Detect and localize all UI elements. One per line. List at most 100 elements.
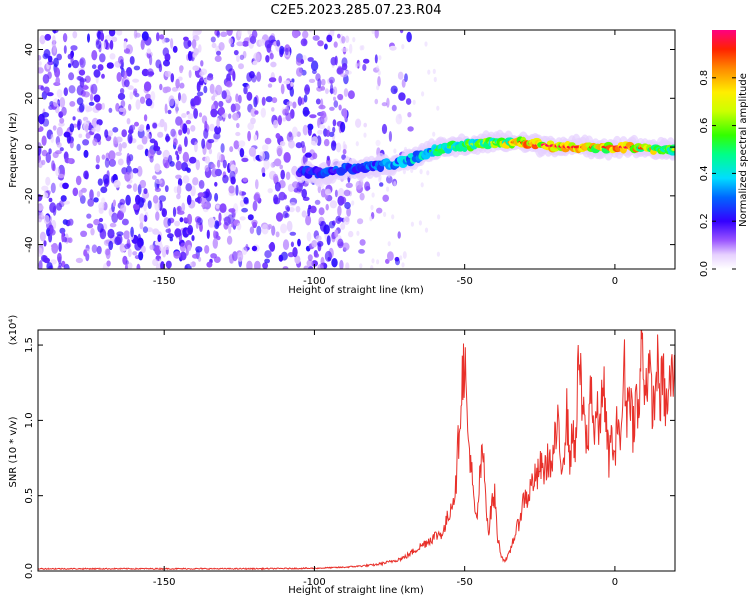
heatmap-noise-cell	[308, 204, 312, 210]
heatmap-noise-cell	[174, 228, 182, 238]
heatmap-noise-cell	[239, 216, 246, 221]
heatmap-noise-cell	[351, 200, 355, 206]
heatmap-noise-cell	[341, 36, 346, 44]
heatmap-noise-cell	[68, 72, 75, 81]
heatmap-noise-cell	[50, 133, 55, 144]
heatmap-noise-cell	[192, 253, 199, 259]
heatmap-noise-cell	[345, 35, 350, 43]
heatmap-noise-cell	[192, 65, 200, 71]
heatmap-noise-cell	[300, 38, 308, 47]
heatmap-noise-cell	[285, 205, 290, 211]
heatmap-noise-cell	[376, 85, 380, 91]
heatmap-noise-cell	[285, 112, 292, 122]
heatmap-noise-cell	[55, 76, 60, 86]
heatmap-noise-cell	[38, 61, 42, 66]
heatmap-noise-cell	[116, 72, 122, 82]
heatmap-noise-cell	[193, 108, 199, 119]
snr-y-tick-label: 1.5	[24, 337, 35, 353]
heatmap-y-tick-label: 0	[24, 144, 35, 150]
heatmap-noise-cell	[76, 143, 81, 151]
heatmap-noise-cell	[306, 231, 312, 242]
heatmap-noise-cell	[237, 30, 242, 37]
heatmap-noise-cell	[218, 212, 222, 223]
snr-y-ticks: 0.0 0.5 1.0 1.5	[24, 337, 675, 579]
heatmap-noise-cell	[271, 225, 276, 236]
heatmap-noise-cell	[44, 33, 52, 41]
heatmap-noise-cell	[175, 160, 182, 171]
heatmap-noise-cell	[426, 170, 430, 176]
heatmap-noise-cell	[283, 194, 287, 200]
heatmap-noise-cell	[246, 260, 253, 269]
heatmap-noise-cell	[393, 181, 397, 187]
heatmap-noise-cell	[209, 123, 215, 132]
heatmap-noise-cell	[143, 188, 148, 195]
heatmap-noise-cell	[118, 55, 124, 65]
heatmap-noise-cell	[195, 159, 200, 171]
heatmap-noise-cell	[290, 241, 294, 248]
heatmap-x-tick-label: -50	[456, 276, 472, 287]
heatmap-noise-cell	[239, 148, 245, 158]
heatmap-noise-cell	[214, 220, 220, 230]
heatmap-noise-cell	[297, 238, 301, 247]
heatmap-noise-cell	[232, 112, 240, 121]
heatmap-noise-cell	[298, 181, 305, 187]
heatmap-noise-cell	[78, 69, 86, 76]
heatmap-noise-cell	[317, 40, 324, 47]
heatmap-noise-cell	[168, 154, 173, 165]
heatmap-noise-cell	[337, 195, 345, 206]
heatmap-noise-cell	[127, 248, 132, 258]
heatmap-noise-cell	[261, 223, 269, 235]
heatmap-noise-cell	[254, 179, 259, 190]
heatmap-noise-cell	[203, 85, 208, 94]
heatmap-noise-cell	[288, 207, 295, 213]
heatmap-noise-cell	[432, 131, 436, 137]
heatmap-noise-cell	[132, 251, 138, 256]
heatmap-noise-cell	[215, 84, 223, 96]
heatmap-noise-cell	[391, 214, 395, 220]
heatmap-noise-cell	[41, 159, 46, 166]
heatmap-noise-cell	[56, 202, 62, 211]
heatmap-noise-cell	[198, 112, 203, 118]
heatmap-noise-cell	[168, 95, 175, 107]
heatmap-noise-cell	[319, 220, 327, 232]
heatmap-noise-cell	[213, 230, 217, 239]
heatmap-noise-cell	[129, 171, 134, 180]
heatmap-noise-cell	[107, 228, 115, 239]
heatmap-noise-cell	[283, 80, 291, 85]
heatmap-noise-cell	[97, 178, 103, 186]
heatmap-noise-cell	[330, 83, 334, 95]
heatmap-noise-cell	[198, 44, 202, 53]
heatmap-noise-cell	[83, 149, 89, 158]
heatmap-noise-cell	[59, 227, 66, 234]
heatmap-noise-cell	[325, 88, 329, 95]
heatmap-noise-cell	[177, 144, 183, 155]
heatmap-noise-cell	[238, 190, 242, 196]
heatmap-noise-cell	[410, 221, 414, 227]
heatmap-noise-cell	[108, 107, 113, 113]
heatmap-noise-cell	[52, 98, 59, 107]
heatmap-noise-cell	[341, 47, 349, 52]
heatmap-noise-cell	[109, 40, 114, 50]
heatmap-noise-cell	[152, 195, 159, 204]
heatmap-noise-cell	[355, 62, 359, 68]
heatmap-noise-cell	[304, 152, 312, 158]
heatmap-noise-cell	[85, 123, 89, 133]
heatmap-noise-cell	[389, 45, 397, 51]
heatmap-noise-cell	[273, 158, 282, 167]
heatmap-x-tick-label: 0	[612, 276, 618, 287]
heatmap-noise-cell	[164, 86, 172, 93]
heatmap-noise-cell	[59, 117, 65, 124]
heatmap-noise-cell	[275, 231, 280, 238]
heatmap-signal-peak	[671, 148, 675, 151]
heatmap-noise-cell	[41, 112, 50, 118]
heatmap-noise-cell	[391, 104, 397, 112]
heatmap-noise-cell	[377, 76, 381, 87]
heatmap-noise-cell	[222, 159, 227, 169]
heatmap-noise-cell	[279, 164, 284, 170]
heatmap-noise-cell	[139, 124, 145, 130]
heatmap-noise-cell	[401, 78, 406, 88]
heatmap-noise-cell	[340, 73, 348, 78]
heatmap-noise-cell	[262, 172, 266, 177]
heatmap-noise-cell	[68, 218, 74, 226]
heatmap-noise-cell	[362, 64, 367, 71]
